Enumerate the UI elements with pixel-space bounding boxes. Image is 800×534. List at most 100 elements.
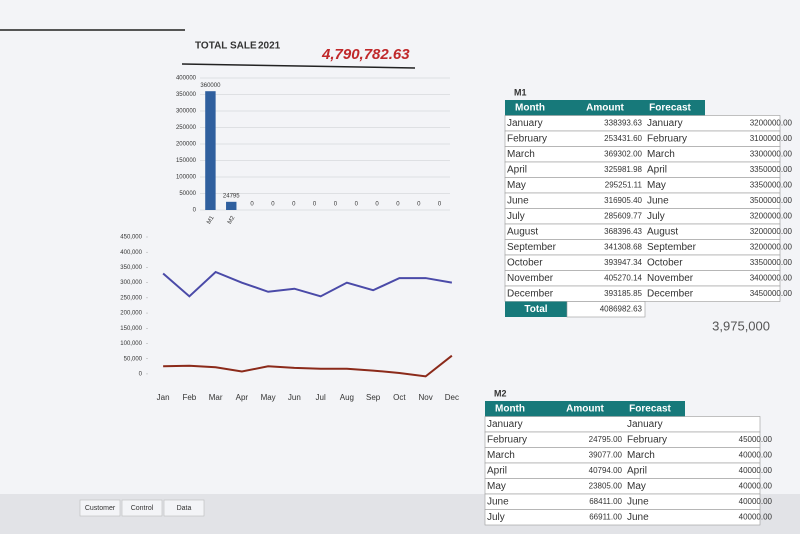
cell: August (507, 226, 538, 237)
cell: May (647, 180, 666, 191)
cell: 393185.85 (604, 289, 642, 298)
cell: July (507, 211, 525, 222)
y-tick-label: 300,000 (120, 280, 142, 286)
data-label: 0 (334, 202, 338, 208)
y-tick-label: 450,000 (120, 235, 142, 241)
cell: January (647, 118, 683, 129)
cell: 3400000.00 (750, 273, 793, 282)
bar (226, 201, 237, 210)
y-tick-label: 150000 (176, 158, 197, 164)
table-row (484, 493, 761, 510)
sheet-tab-label[interactable]: Data (177, 505, 192, 512)
cell: 3200000.00 (750, 211, 793, 220)
cell: 3350000.00 (750, 165, 793, 174)
data-label: 0 (250, 202, 254, 208)
y-tick-label: 100000 (176, 175, 197, 181)
cell: January (507, 118, 543, 129)
y-tick-label: 150,000 (120, 326, 142, 332)
cell: February (507, 133, 547, 144)
cell: February (627, 434, 667, 445)
cell: August (647, 226, 678, 237)
table-row (504, 223, 781, 240)
cell: 3500000.00 (750, 196, 793, 205)
data-label: 24795 (223, 193, 240, 199)
y-tick-label: 200000 (176, 142, 197, 148)
data-label: 0 (438, 202, 442, 208)
cell: 341308.68 (604, 242, 642, 251)
y-tick-label: 250,000 (120, 295, 142, 301)
cell: 40000.00 (739, 450, 773, 459)
cell: April (627, 465, 647, 476)
y-tick-label: 400,000 (120, 250, 142, 256)
x-tick-label: Oct (393, 393, 406, 402)
cell: May (487, 481, 506, 492)
sheet-tab[interactable] (79, 499, 121, 517)
y-tick-label: 300000 (176, 109, 197, 115)
y-tick-label: 350,000 (120, 265, 142, 271)
cell: 23805.00 (589, 481, 623, 490)
total-title: TOTAL SALE (195, 41, 257, 52)
table-row (504, 254, 781, 271)
sheet-tab-label[interactable]: Customer (85, 505, 116, 512)
cell: 3100000.00 (750, 134, 793, 143)
x-tick-label: Feb (182, 393, 196, 402)
data-label: 0 (417, 202, 421, 208)
y-tick-label: 0 (139, 371, 143, 377)
table-row (484, 478, 761, 495)
cell: 3200000.00 (750, 227, 793, 236)
cell: January (487, 419, 523, 430)
table-row (504, 192, 781, 209)
cell: 40000.00 (739, 512, 773, 521)
sheet-tab[interactable] (163, 499, 205, 517)
cell: June (507, 195, 529, 206)
x-tick-label: May (261, 393, 276, 402)
cell: 405270.14 (604, 273, 642, 282)
y-tick-label: 250000 (176, 125, 197, 131)
cell: April (647, 164, 667, 175)
y-tick-label: 200,000 (120, 311, 142, 317)
x-tick-label: M2 (227, 215, 237, 226)
y-tick-label: 350000 (176, 92, 197, 98)
y-tick-label: 50,000 (124, 356, 143, 362)
data-label: 0 (292, 202, 296, 208)
cell: 338393.63 (604, 118, 642, 127)
sheet-tab-label[interactable]: Control (131, 505, 154, 512)
total-underline (181, 63, 416, 69)
x-tick-label: Mar (209, 393, 223, 402)
column-header: Forecast (649, 102, 691, 113)
sheet-tab[interactable] (121, 499, 163, 517)
total-value: 4,790,782.63 (321, 46, 410, 63)
table-row (484, 416, 761, 433)
data-label: 0 (271, 202, 275, 208)
table-row (484, 447, 761, 464)
cell: July (647, 211, 665, 222)
cell: 3350000.00 (750, 258, 793, 267)
table-header (505, 100, 705, 116)
cell: October (507, 257, 543, 268)
cell: March (487, 450, 515, 461)
x-tick-label: M1 (206, 215, 216, 226)
x-tick-label: Jan (157, 393, 170, 402)
total-label: Total (524, 304, 547, 315)
cell: 3200000.00 (750, 118, 793, 127)
x-tick-label: Sep (366, 393, 381, 402)
cell: September (507, 242, 557, 253)
cell: 253431.60 (604, 134, 642, 143)
y-tick-label: 50000 (179, 191, 196, 197)
cell: 39077.00 (589, 450, 623, 459)
cell: October (647, 257, 683, 268)
forecast-total: 3,975,000 (712, 318, 770, 333)
table-row (484, 509, 761, 526)
cell: 3300000.00 (750, 149, 793, 158)
cell: November (507, 273, 554, 284)
x-tick-label: Dec (445, 393, 459, 402)
cell: 393947.34 (604, 258, 642, 267)
column-header: Forecast (629, 403, 671, 414)
x-tick-label: Nov (419, 393, 433, 402)
series-line (162, 270, 453, 298)
cell: 40000.00 (739, 497, 773, 506)
cell: March (507, 149, 535, 160)
cell: November (647, 273, 694, 284)
table-row (504, 208, 781, 225)
